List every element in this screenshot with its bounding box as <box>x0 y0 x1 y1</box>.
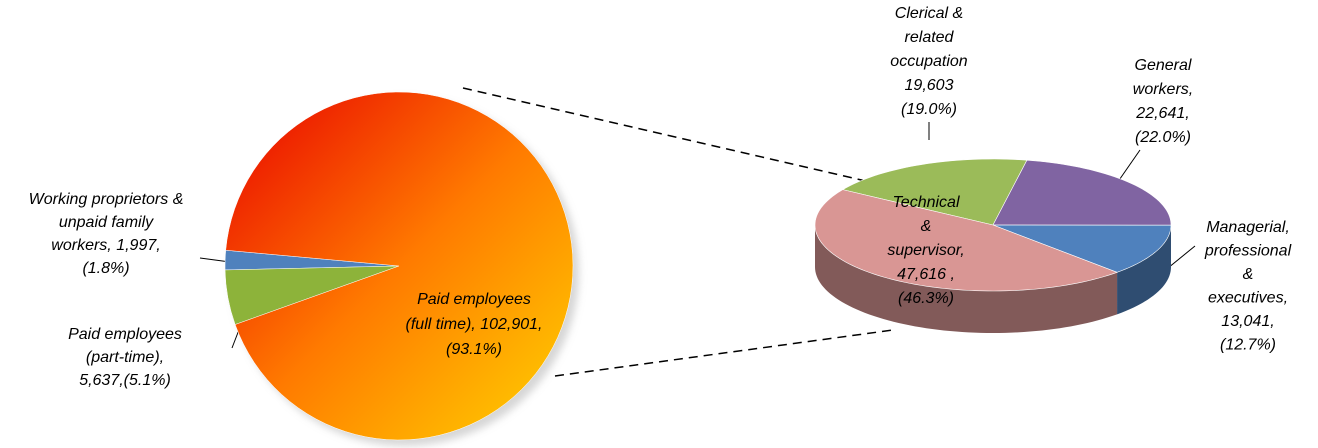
data-label: Clerical & <box>895 5 963 22</box>
pie-slice <box>992 159 1172 226</box>
data-label: (part-time), <box>86 349 164 366</box>
data-label: Paid employees <box>68 326 182 343</box>
data-label: 19,603 <box>905 77 954 94</box>
data-label: (22.0%) <box>1135 129 1191 146</box>
data-label: executives, <box>1208 290 1288 307</box>
data-label: Managerial, <box>1206 219 1290 236</box>
data-label: 13,041, <box>1221 313 1274 330</box>
pie-side <box>815 225 1118 333</box>
pie-slice <box>992 224 1172 273</box>
data-label: & <box>1243 266 1254 283</box>
data-label: (12.7%) <box>1220 337 1276 354</box>
data-label: 22,641, <box>1135 105 1189 122</box>
pie-side <box>1117 225 1171 315</box>
data-label: (1.8%) <box>82 260 129 277</box>
pie-slice <box>225 91 574 441</box>
data-label: related <box>905 29 955 46</box>
data-label: Paid employees <box>417 291 531 308</box>
data-label: occupation <box>890 53 967 70</box>
leader-line <box>1167 245 1196 269</box>
data-label: Working proprietors & <box>29 191 184 208</box>
data-label: 47,616 , <box>897 266 955 283</box>
data-label: General <box>1135 57 1192 74</box>
connector-line <box>554 329 894 377</box>
data-label: 5,637,(5.1%) <box>79 372 171 389</box>
data-label: Technical <box>892 194 959 211</box>
data-label: & <box>921 218 932 235</box>
data-label: unpaid family <box>59 214 154 231</box>
connector-line <box>462 87 871 183</box>
data-label: professional <box>1204 243 1292 260</box>
pie-slice <box>841 158 1028 226</box>
data-label: workers, 1,997, <box>51 237 160 254</box>
data-label: (19.0%) <box>901 101 957 118</box>
data-label: (full time), 102,901, <box>406 316 543 333</box>
data-label: (46.3%) <box>898 290 954 307</box>
data-label: (93.1%) <box>446 341 502 358</box>
pie-slice <box>814 189 1118 292</box>
data-label: workers, <box>1133 81 1193 98</box>
data-label: supervisor, <box>887 242 964 259</box>
